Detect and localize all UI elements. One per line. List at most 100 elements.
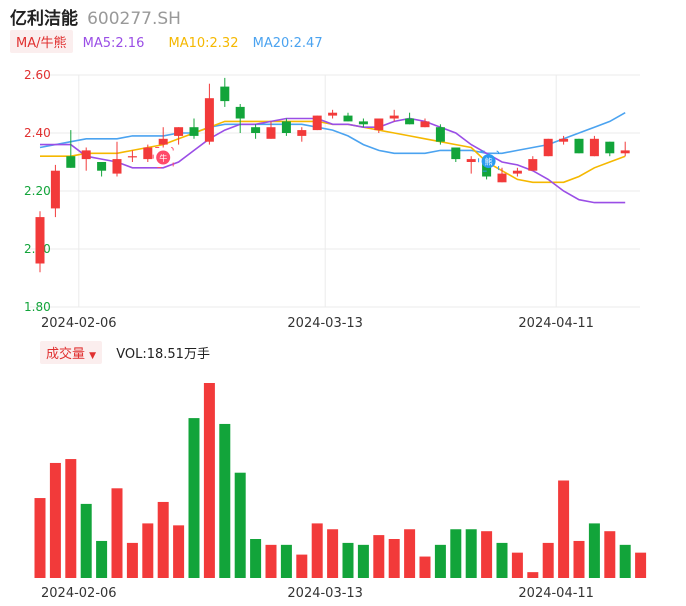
bull-signal-marker[interactable]: 牛 <box>152 147 174 168</box>
candle-body <box>328 112 338 116</box>
volume-x-tick-label: 2024-03-13 <box>287 586 363 601</box>
candle <box>189 118 199 139</box>
volume-bar <box>481 531 493 578</box>
volume-bar <box>34 498 46 578</box>
candle-body <box>543 138 553 157</box>
candle <box>97 162 107 177</box>
candle-body <box>174 127 184 136</box>
volume-bar <box>450 529 462 578</box>
candle-body <box>81 150 91 160</box>
kline-y-tick-label: 2.40 <box>24 126 51 140</box>
candle <box>605 141 615 157</box>
candle <box>174 127 184 145</box>
candle-body <box>435 127 445 142</box>
candle-body <box>266 127 276 139</box>
candle-body <box>66 156 76 168</box>
ma-mode-selector[interactable]: MA/牛熊 <box>10 30 73 53</box>
kline-y-tick-label: 2.60 <box>24 68 51 82</box>
candle <box>405 112 415 125</box>
volume-bar <box>280 544 292 578</box>
candle <box>559 135 569 145</box>
candle-body <box>297 130 307 136</box>
candle <box>358 118 368 128</box>
marker-label: 熊 <box>485 157 493 167</box>
volume-bar <box>465 529 477 578</box>
stock-code: 600277.SH <box>87 9 181 29</box>
volume-x-tick-label: 2024-04-11 <box>518 586 594 601</box>
volume-x-axis: 2024-02-06 2024-03-13 2024-04-11 <box>41 586 594 601</box>
volume-legend: 成交量 ▼ VOL:18.51万手 <box>40 341 210 364</box>
stock-name: 亿利洁能 <box>10 9 78 29</box>
candle <box>251 124 261 139</box>
candle <box>112 141 122 177</box>
volume-bar <box>527 572 539 578</box>
candle <box>312 115 322 131</box>
volume-bar <box>542 542 554 578</box>
volume-bar <box>96 540 108 578</box>
volume-bar <box>296 554 308 578</box>
candle <box>512 167 522 177</box>
title-row: 亿利洁能 600277.SH <box>10 4 181 29</box>
kline-x-tick-label: 2024-02-06 <box>41 316 117 331</box>
volume-bar <box>327 529 339 578</box>
candle <box>220 77 230 107</box>
volume-bar <box>419 556 431 578</box>
candle-body <box>112 159 122 174</box>
candle-body <box>559 138 569 142</box>
candle-body <box>204 98 214 142</box>
volume-bar <box>434 544 446 578</box>
candle <box>81 147 91 171</box>
volume-bar <box>126 542 138 578</box>
candle <box>466 156 476 174</box>
candle-body <box>97 162 107 171</box>
volume-bar <box>357 544 369 578</box>
ma5-line <box>40 117 626 204</box>
kline-x-tick-label: 2024-03-13 <box>287 316 363 331</box>
volume-bar <box>49 462 61 578</box>
candle <box>420 118 430 128</box>
kline-grid <box>30 74 640 308</box>
ma10-value: MA10:2.32 <box>168 36 239 51</box>
kline-x-tick-label: 2024-04-11 <box>518 316 594 331</box>
candle <box>497 167 507 183</box>
candle-body <box>35 217 45 264</box>
volume-mode-selector[interactable]: 成交量 ▼ <box>40 341 103 364</box>
candle <box>158 127 168 148</box>
volume-value: VOL:18.51万手 <box>116 347 210 362</box>
volume-bar <box>250 539 262 578</box>
kline-candles <box>35 77 630 273</box>
volume-bar <box>157 501 169 578</box>
candle <box>328 109 338 119</box>
volume-bar <box>311 523 323 578</box>
ma-legend: MA/牛熊 MA5:2.16 MA10:2.32 MA20:2.47 <box>10 30 323 54</box>
candle-body <box>281 121 291 133</box>
ma5-value: MA5:2.16 <box>82 36 145 51</box>
kline-x-axis: 2024-02-06 2024-03-13 2024-04-11 <box>41 316 594 331</box>
volume-bar <box>388 539 400 578</box>
candle-body <box>358 121 368 125</box>
volume-bar <box>511 552 523 578</box>
volume-bar <box>496 542 508 578</box>
volume-bar <box>111 488 123 578</box>
candle <box>374 118 384 133</box>
candle-body <box>589 138 599 157</box>
candle <box>297 127 307 142</box>
volume-bar <box>558 480 570 578</box>
volume-bar <box>173 525 185 578</box>
volume-mode-label: 成交量 <box>46 347 86 362</box>
marker-badge <box>156 150 171 165</box>
caret-down-icon: ▼ <box>89 351 97 361</box>
volume-bar <box>373 535 385 578</box>
bear-signal-marker[interactable]: 熊 <box>478 150 500 172</box>
candle <box>66 130 76 168</box>
volume-bar <box>573 540 585 578</box>
volume-bar <box>234 472 246 578</box>
candle-body <box>389 115 399 119</box>
candle <box>143 144 153 162</box>
candle <box>620 141 630 157</box>
volume-bar <box>404 529 416 578</box>
candle-body <box>158 138 168 145</box>
candle-body <box>143 147 153 160</box>
candle <box>235 104 245 133</box>
ma20-line <box>39 112 626 155</box>
